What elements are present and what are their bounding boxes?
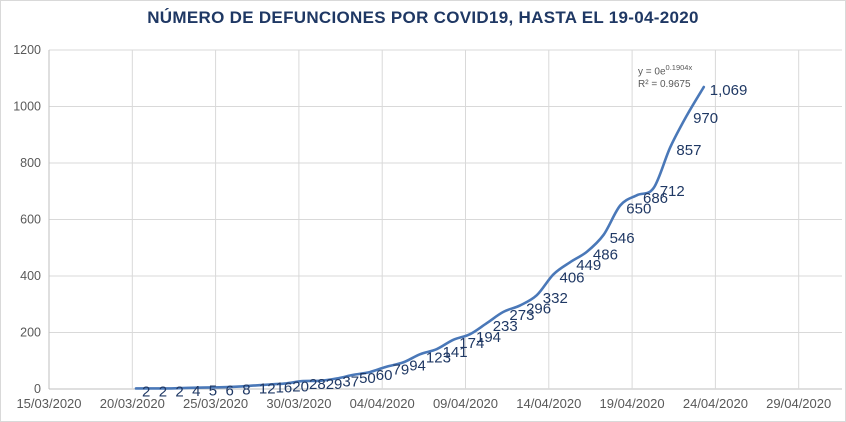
data-point-label: 449 <box>576 257 601 274</box>
data-point-label: 233 <box>493 318 518 335</box>
data-point-label: 12 <box>259 381 276 398</box>
data-point-label: 650 <box>626 200 651 217</box>
series-line <box>134 85 706 390</box>
data-point-label: 60 <box>376 367 393 384</box>
trendline-equation-exponent: 0.1904x <box>665 63 693 72</box>
x-axis-tick-label: 19/04/2020 <box>600 396 665 411</box>
data-point-label: 79 <box>393 362 410 379</box>
data-point-label: 857 <box>676 142 701 159</box>
data-point-label: 296 <box>526 300 551 317</box>
x-axis-tick-label: 09/04/2020 <box>433 396 498 411</box>
x-axis-tick-label: 14/04/2020 <box>516 396 581 411</box>
data-point-label: 546 <box>610 230 635 247</box>
y-axis-tick-label: 200 <box>20 326 41 340</box>
data-point-label: 6 <box>226 382 234 399</box>
trendline-r-squared: R² = 0.9675 <box>638 79 691 91</box>
chart-title: NÚMERO DE DEFUNCIONES POR COVID19, HASTA… <box>147 8 699 27</box>
data-point-label: 20 <box>292 378 309 395</box>
data-point-label: 8 <box>242 382 250 399</box>
x-axis-tick-label: 20/03/2020 <box>100 396 165 411</box>
data-point-label: 5 <box>209 383 217 400</box>
trendline-equation: y = 0e0.1904x R² = 0.9675 <box>638 61 692 91</box>
data-point-label: 29 <box>326 376 343 393</box>
data-point-label: 712 <box>660 183 685 200</box>
data-point-label: 2 <box>175 383 183 400</box>
data-point-label: 332 <box>543 290 568 307</box>
data-point-label: 686 <box>643 190 668 207</box>
x-axis-tick-label: 30/03/2020 <box>266 396 331 411</box>
y-axis-tick-label: 400 <box>20 269 41 283</box>
data-point-label: 37 <box>342 374 359 391</box>
data-point-label: 94 <box>409 357 426 374</box>
y-axis-tick-label: 0 <box>34 382 41 396</box>
data-point-label: 1,069 <box>710 82 748 99</box>
data-point-label: 50 <box>359 370 376 387</box>
data-point-label: 486 <box>593 247 618 264</box>
data-point-label: 141 <box>443 344 468 361</box>
data-point-label: 2 <box>159 383 167 400</box>
trendline-equation-formula: y = 0e0.1904x <box>638 61 692 78</box>
data-point-label: 194 <box>476 329 501 346</box>
trendline-equation-prefix: y = 0e <box>638 66 666 78</box>
data-point-label: 970 <box>693 110 718 127</box>
y-axis-tick-label: 1200 <box>13 43 41 57</box>
data-point-label: 28 <box>309 376 326 393</box>
data-point-label: 4 <box>192 383 200 400</box>
data-point-label: 123 <box>426 349 451 366</box>
data-point-label: 273 <box>509 307 534 324</box>
y-axis-tick-label: 800 <box>20 156 41 170</box>
x-axis-tick-label: 04/04/2020 <box>350 396 415 411</box>
y-axis-tick-label: 600 <box>20 213 41 227</box>
data-point-label: 16 <box>276 379 293 396</box>
x-axis-tick-label: 29/04/2020 <box>766 396 831 411</box>
x-axis-tick-label: 24/04/2020 <box>683 396 748 411</box>
x-axis-tick-label: 25/03/2020 <box>183 396 248 411</box>
data-point-label: 2 <box>142 383 150 400</box>
x-axis-tick-label: 15/03/2020 <box>16 396 81 411</box>
data-point-label: 174 <box>459 335 484 352</box>
data-point-label: 406 <box>560 269 585 286</box>
y-axis-tick-label: 1000 <box>13 100 41 114</box>
